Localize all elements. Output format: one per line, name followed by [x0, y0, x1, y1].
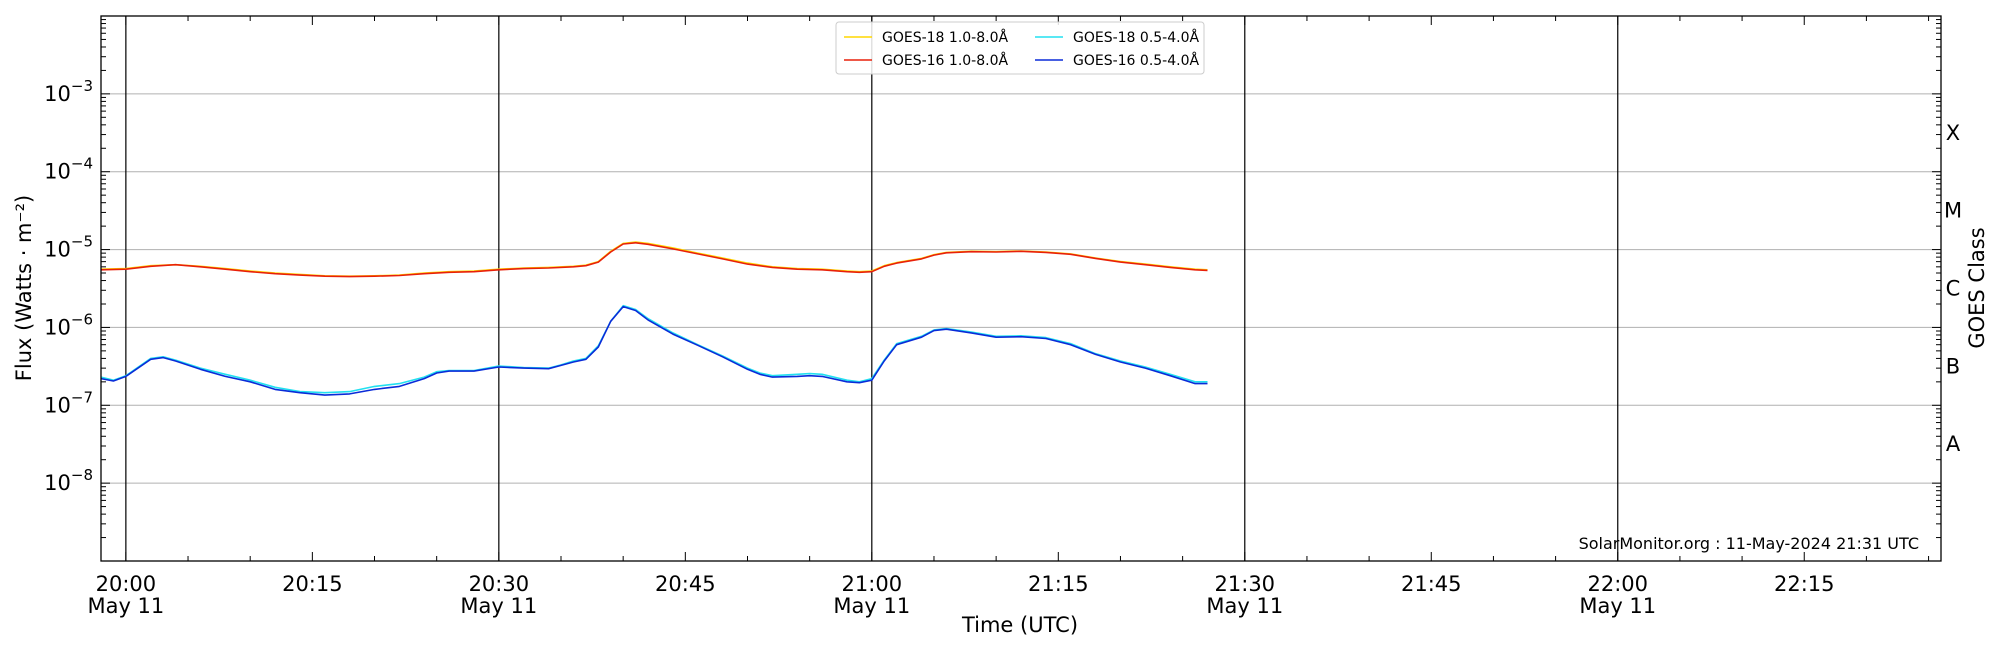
legend: GOES-18 1.0-8.0Å GOES-16 1.0-8.0Å GOES-18 … — [835, 21, 1205, 75]
legend-label: GOES-18 1.0-8.0Å — [882, 29, 1008, 46]
axis-ticks — [101, 16, 1941, 562]
x-tick-label: 20:00 — [96, 572, 157, 596]
y-tick-label: 10−3 — [44, 77, 93, 106]
goes-class-label: X — [1946, 121, 1960, 145]
goes-class-label: C — [1946, 277, 1961, 301]
plot-frame — [100, 15, 1942, 562]
x-tick-label: 21:30 — [1215, 572, 1276, 596]
x-tick-label: 22:15 — [1774, 572, 1835, 596]
series-line — [100, 304, 1208, 394]
right-axis-title: GOES Class — [1965, 227, 1989, 348]
y-axis-title: Flux (Watts · m⁻²) — [12, 195, 36, 381]
x-tick-date-label: May 11 — [1579, 594, 1656, 618]
x-tick-label: 21:15 — [1028, 572, 1089, 596]
x-tick-label: 20:30 — [469, 572, 530, 596]
y-tick-labels: 10−8 10−7 10−6 10−5 10−4 10−3 — [44, 77, 93, 495]
x-tick-label: 22:00 — [1587, 572, 1648, 596]
x-tick-date-label: May 11 — [833, 594, 910, 618]
legend-box — [835, 21, 1205, 75]
series-lines — [100, 241, 1208, 396]
y-tick-label: 10−7 — [44, 388, 93, 417]
x-tick-date-label: May 11 — [87, 594, 164, 618]
series-line — [100, 305, 1208, 396]
y-tick-label: 10−6 — [44, 310, 93, 339]
series-line — [100, 242, 1208, 278]
x-tick-date-label: May 11 — [460, 594, 537, 618]
legend-label: GOES-18 0.5-4.0Å — [1073, 29, 1199, 46]
x-tick-date-label: May 11 — [1206, 594, 1283, 618]
y-tick-label: 10−4 — [44, 155, 93, 184]
x-tick-label: 20:15 — [282, 572, 343, 596]
legend-label: GOES-16 0.5-4.0Å — [1073, 52, 1199, 69]
credit-text: SolarMonitor.org : 11-May-2024 21:31 UTC — [1579, 534, 1919, 553]
goes-class-labels: A B C M X — [1944, 121, 1962, 456]
goes-class-label: A — [1946, 432, 1961, 456]
grid-lines — [101, 93, 1941, 484]
y-tick-label: 10−8 — [44, 466, 93, 495]
x-axis-title: Time (UTC) — [961, 613, 1078, 637]
y-tick-label: 10−5 — [44, 233, 93, 262]
time-markers — [125, 16, 1619, 561]
x-tick-label: 21:45 — [1401, 572, 1462, 596]
x-tick-label: 20:45 — [655, 572, 716, 596]
legend-label: GOES-16 1.0-8.0Å — [882, 52, 1008, 69]
x-tick-label: 21:00 — [842, 572, 903, 596]
goes-class-label: M — [1944, 199, 1962, 223]
goes-class-label: B — [1946, 354, 1960, 378]
